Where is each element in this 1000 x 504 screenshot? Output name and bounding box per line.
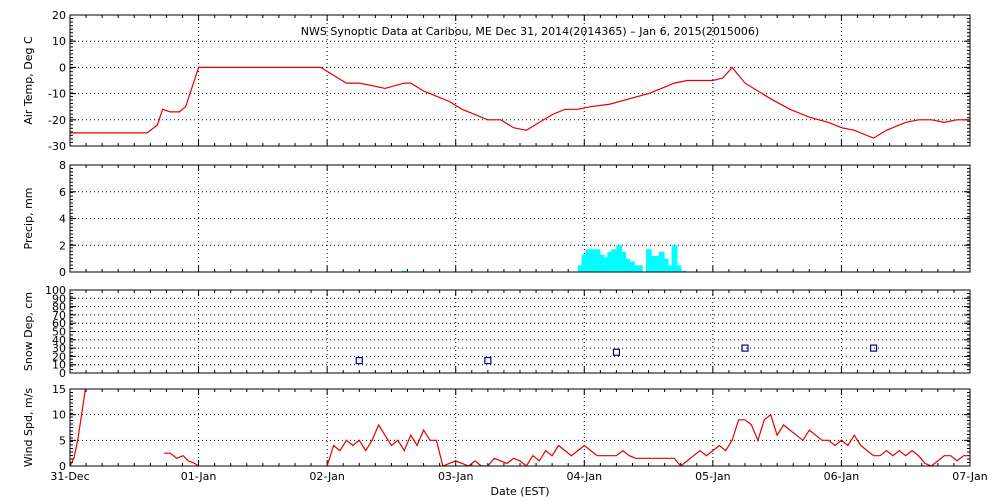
snow-depth-point [484, 356, 492, 365]
precip-bar [590, 249, 597, 272]
x-tick-label: 31-Dec [50, 470, 89, 483]
snow-depth-ytick-label: 100 [45, 284, 66, 297]
precip-bar [667, 265, 674, 272]
precip-bar [581, 254, 588, 272]
snow-depth-ytick-label: 30 [52, 342, 66, 355]
precip-bar [675, 265, 682, 272]
snow-depth-ytick-label: 50 [52, 326, 66, 339]
snow-depth-ytick-label: 40 [52, 334, 66, 347]
precip-bar [624, 258, 630, 272]
snow-depth-point [612, 348, 621, 356]
x-tick-label: 04-Jan [567, 470, 603, 483]
air-temp-ytick-label: 0 [59, 61, 66, 74]
precip-ytick-label: 2 [59, 239, 66, 252]
precip-ytick-label: 0 [59, 266, 66, 279]
wind-speed-ytick-label: 5 [59, 434, 66, 447]
air-temp-data [70, 66, 970, 139]
precip-bar [401, 270, 408, 272]
wind-speed-series-line [70, 389, 86, 466]
precip-bar [616, 245, 623, 272]
x-tick-label: 01-Jan [181, 470, 217, 483]
air-temp-ytick-label: 10 [52, 35, 66, 48]
precip-ytick-label: 8 [59, 159, 66, 172]
wind-speed-series-line [163, 452, 199, 466]
wind-speed-ytick-label: 0 [59, 460, 66, 473]
x-tick-label: 05-Jan [695, 470, 731, 483]
precip-bar [671, 245, 678, 272]
precip-bar [603, 257, 610, 272]
precip-ytick-label: 4 [59, 213, 66, 226]
snow-depth-ytick-label: 0 [59, 367, 66, 380]
air-temp-frame [69, 14, 971, 147]
precip-bar [594, 249, 601, 272]
x-axis-label: Date (EST) [490, 485, 549, 498]
precip-bar [585, 249, 592, 272]
air-temp-ytick-label: -30 [48, 140, 66, 153]
precip-bar [598, 254, 605, 272]
snow-depth-ytick-label: 20 [52, 350, 66, 363]
precip-bar [658, 251, 665, 272]
precip-bar [645, 249, 652, 272]
precip-bar [662, 258, 669, 272]
precip-bar [629, 261, 636, 272]
precip-bar [654, 255, 661, 272]
air-temp-series-line [70, 66, 970, 139]
snow-depth-point [869, 344, 878, 352]
snow-depth-ytick-label: 90 [52, 292, 66, 305]
air-temp-panel: -30 -20 -10 0 10 20 Air Temp, Deg C [22, 9, 971, 153]
air-temp-ylabel: Air Temp, Deg C [22, 36, 35, 125]
snow-depth-ylabel: Snow Dep, cm [22, 292, 35, 371]
wind-speed-ytick-label: 10 [52, 409, 66, 422]
snow-depth-ytick-label: 10 [52, 359, 66, 372]
precip-panel: 0 2 4 6 8 Precip, mm [22, 159, 971, 279]
x-tick-label: 02-Jan [309, 470, 345, 483]
precip-bar [577, 265, 584, 272]
wind-speed-ylabel: Wind Spd, m/s [22, 388, 35, 468]
air-temp-ytick-label: -20 [48, 114, 66, 127]
precip-bar [611, 249, 618, 272]
air-temp-ytick-label: -10 [48, 88, 66, 101]
precip-bar [680, 270, 687, 272]
chart-title: NWS Synoptic Data at Caribou, ME Dec 31,… [301, 25, 759, 38]
snow-depth-ytick-label: 60 [52, 317, 66, 330]
x-tick-label: 06-Jan [824, 470, 860, 483]
precip-bar [636, 265, 643, 272]
wind-speed-panel: 0 5 10 15 Wind Spd, m/s [22, 383, 971, 473]
x-tick-label: 07-Jan [952, 470, 988, 483]
snow-depth-ytick-label: 70 [52, 309, 66, 322]
wind-speed-frame [69, 388, 971, 467]
wind-speed-data [70, 389, 970, 466]
precip-bar [620, 251, 627, 272]
precip-ytick-label: 6 [59, 186, 66, 199]
snow-depth-data [355, 344, 878, 365]
precip-data [401, 245, 687, 272]
precip-ylabel: Precip, mm [22, 188, 35, 250]
snow-depth-point [741, 344, 749, 352]
precip-bar [649, 255, 656, 272]
precip-bar [633, 265, 639, 272]
precip-bar [607, 251, 614, 272]
x-tick-label: 03-Jan [438, 470, 474, 483]
snow-depth-frame [69, 289, 971, 374]
snow-depth-point [355, 356, 363, 365]
snow-depth-ytick-label: 80 [52, 301, 66, 314]
wind-speed-series-line [326, 413, 970, 466]
wind-speed-ytick-label: 15 [52, 383, 66, 396]
air-temp-ytick-label: 20 [52, 9, 66, 22]
precip-frame [69, 164, 971, 273]
